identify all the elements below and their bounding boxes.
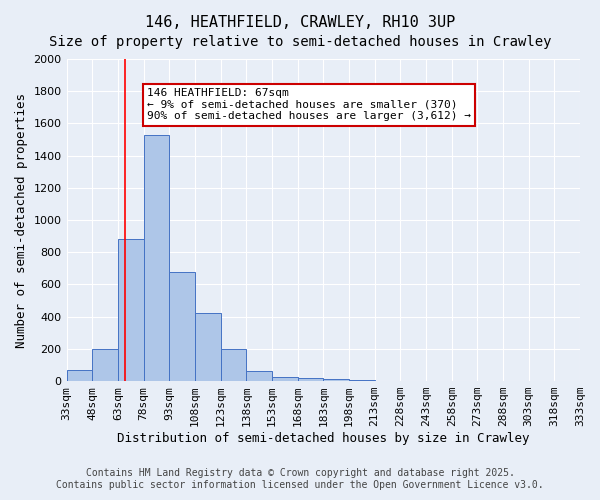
- Bar: [272, 377, 298, 381]
- Text: Contains HM Land Registry data © Crown copyright and database right 2025.
Contai: Contains HM Land Registry data © Crown c…: [56, 468, 544, 490]
- Bar: [323, 378, 349, 381]
- Bar: [169, 272, 195, 381]
- Bar: [143, 134, 169, 381]
- Y-axis label: Number of semi-detached properties: Number of semi-detached properties: [15, 92, 28, 348]
- Bar: [221, 349, 246, 381]
- Bar: [349, 380, 374, 381]
- Text: 146, HEATHFIELD, CRAWLEY, RH10 3UP: 146, HEATHFIELD, CRAWLEY, RH10 3UP: [145, 15, 455, 30]
- Text: 146 HEATHFIELD: 67sqm
← 9% of semi-detached houses are smaller (370)
90% of semi: 146 HEATHFIELD: 67sqm ← 9% of semi-detac…: [147, 88, 471, 121]
- Bar: [67, 370, 92, 381]
- Bar: [92, 349, 118, 381]
- Text: Size of property relative to semi-detached houses in Crawley: Size of property relative to semi-detach…: [49, 35, 551, 49]
- X-axis label: Distribution of semi-detached houses by size in Crawley: Distribution of semi-detached houses by …: [117, 432, 530, 445]
- Bar: [118, 240, 143, 381]
- Bar: [195, 314, 221, 381]
- Bar: [246, 372, 272, 381]
- Bar: [298, 378, 323, 381]
